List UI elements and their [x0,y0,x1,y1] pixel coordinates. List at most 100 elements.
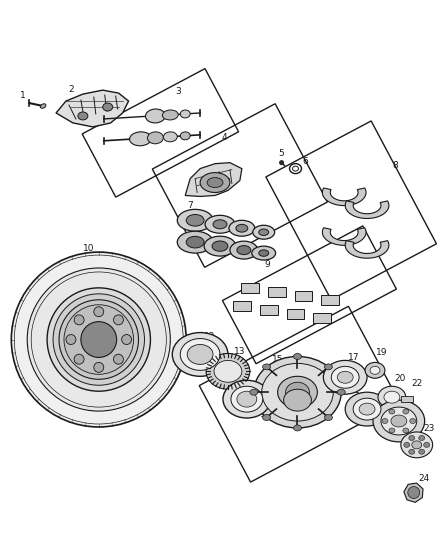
Ellipse shape [253,225,275,239]
Ellipse shape [323,360,367,394]
Ellipse shape [186,236,204,248]
Text: 3: 3 [175,87,181,95]
Ellipse shape [64,305,134,374]
Ellipse shape [237,246,251,255]
Ellipse shape [389,428,395,433]
Ellipse shape [381,407,417,435]
Text: 10: 10 [83,244,95,253]
Ellipse shape [207,177,223,188]
Polygon shape [322,228,366,245]
Ellipse shape [293,353,301,359]
Ellipse shape [283,389,311,411]
Ellipse shape [113,315,124,325]
Text: 5: 5 [279,149,284,158]
Ellipse shape [365,362,385,378]
Text: 13: 13 [234,347,246,356]
Text: 17: 17 [348,353,360,362]
Ellipse shape [286,382,309,402]
Polygon shape [314,313,331,322]
Ellipse shape [103,103,113,111]
Ellipse shape [409,449,415,454]
Polygon shape [404,483,423,503]
Polygon shape [322,188,366,206]
Ellipse shape [410,418,416,424]
Polygon shape [286,309,304,319]
Ellipse shape [74,315,84,325]
Ellipse shape [81,321,117,358]
Ellipse shape [113,354,124,364]
Polygon shape [294,291,312,301]
Ellipse shape [94,307,104,317]
Ellipse shape [389,409,395,414]
Text: 15: 15 [272,355,283,364]
Polygon shape [321,295,339,305]
Ellipse shape [180,132,190,140]
Text: 14: 14 [232,375,244,384]
Ellipse shape [163,132,177,142]
Polygon shape [233,301,251,311]
Ellipse shape [382,418,388,424]
Ellipse shape [325,364,332,370]
Ellipse shape [404,442,410,447]
Text: 19: 19 [376,348,388,357]
Ellipse shape [145,109,165,123]
Polygon shape [345,201,389,219]
Ellipse shape [424,442,430,447]
Ellipse shape [391,415,407,427]
Ellipse shape [331,366,359,388]
Ellipse shape [180,110,190,118]
Text: 18: 18 [355,392,367,401]
Ellipse shape [47,288,150,391]
Ellipse shape [162,110,178,120]
Ellipse shape [59,300,138,379]
Polygon shape [56,90,129,127]
Ellipse shape [186,214,204,226]
Ellipse shape [419,449,425,454]
Ellipse shape [353,398,381,420]
Text: 1: 1 [21,91,26,100]
Ellipse shape [345,392,389,426]
Ellipse shape [177,231,213,253]
Ellipse shape [279,160,283,165]
Polygon shape [260,305,278,314]
Ellipse shape [252,246,276,260]
Ellipse shape [204,236,236,256]
Ellipse shape [223,380,271,418]
Ellipse shape [66,335,76,344]
Ellipse shape [337,389,345,395]
Ellipse shape [378,386,406,408]
Ellipse shape [278,376,318,408]
Text: 12: 12 [205,332,216,341]
Ellipse shape [237,391,257,407]
Ellipse shape [27,268,170,411]
Ellipse shape [419,435,425,440]
Text: 23: 23 [423,424,434,433]
Ellipse shape [78,112,88,120]
Ellipse shape [409,435,415,440]
Ellipse shape [359,403,375,415]
Ellipse shape [180,338,220,370]
Ellipse shape [172,333,228,376]
Ellipse shape [230,241,258,259]
Ellipse shape [213,220,227,229]
Ellipse shape [263,415,271,421]
Text: 21: 21 [395,401,406,410]
Ellipse shape [200,173,230,192]
Ellipse shape [408,487,420,498]
Ellipse shape [11,252,186,427]
Ellipse shape [214,360,242,382]
Ellipse shape [370,366,380,374]
Ellipse shape [325,415,332,421]
Ellipse shape [373,400,425,442]
Text: 20: 20 [394,374,406,383]
Ellipse shape [412,441,422,449]
Text: 8: 8 [392,161,398,170]
Ellipse shape [205,215,235,233]
Text: 9: 9 [265,260,271,269]
Ellipse shape [293,425,301,431]
Ellipse shape [259,229,268,236]
Text: 16: 16 [260,409,272,418]
Ellipse shape [250,389,258,395]
Ellipse shape [236,224,248,232]
Ellipse shape [148,132,163,144]
